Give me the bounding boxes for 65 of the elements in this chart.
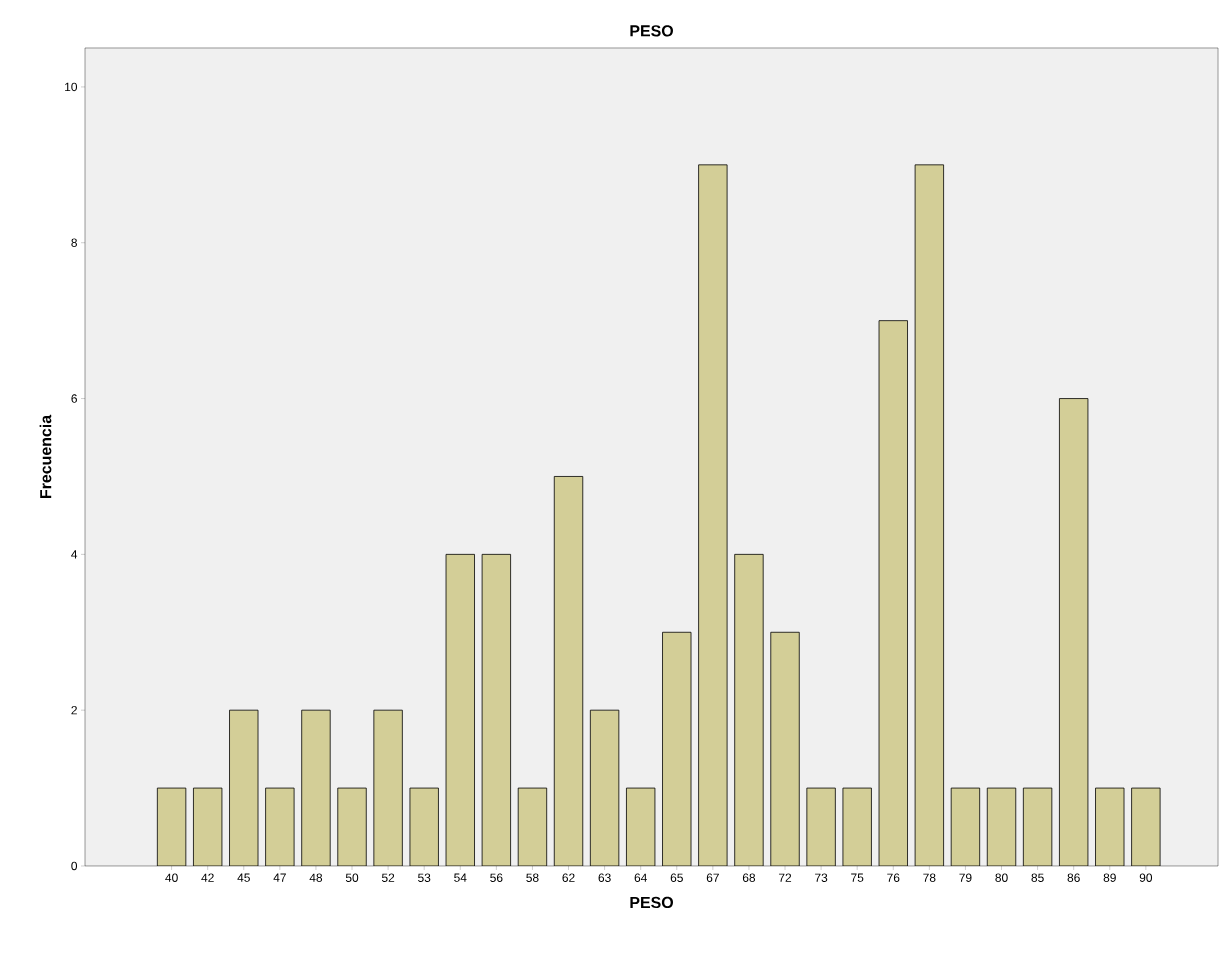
x-tick-label: 53: [418, 873, 431, 882]
bar: [626, 788, 655, 866]
bar: [409, 788, 439, 866]
x-tick-label: 67: [706, 873, 719, 882]
bar: [337, 788, 367, 866]
x-tick-label: 40: [165, 873, 178, 882]
x-tick-label: 52: [381, 873, 395, 882]
x-tick-label: 85: [1031, 873, 1044, 882]
x-tick-label: 72: [778, 873, 792, 882]
bar: [698, 164, 728, 866]
x-tick-label: 62: [562, 873, 575, 882]
bar: [879, 320, 908, 866]
y-axis-title: Frecuencia: [39, 414, 52, 498]
x-tick-label: 86: [1067, 873, 1080, 882]
bar: [590, 710, 619, 866]
x-tick-label: 45: [237, 873, 250, 882]
bar: [915, 164, 944, 866]
x-axis-title: PESO: [630, 896, 673, 909]
x-tick-label: 76: [887, 873, 900, 882]
x-tick-label: 68: [742, 873, 756, 882]
x-tick-label: 56: [490, 873, 503, 882]
bar: [373, 710, 403, 866]
y-tick-label: 2: [71, 706, 77, 715]
bar: [265, 788, 295, 866]
y-tick-label: 10: [65, 82, 78, 92]
x-tick-label: 50: [345, 873, 359, 882]
x-tick-label: 54: [454, 873, 467, 882]
bar: [1023, 788, 1052, 866]
y-tick-label: 6: [71, 394, 77, 403]
x-tick-label: 48: [309, 873, 323, 882]
y-tick-label: 0: [71, 861, 78, 871]
bar: [554, 476, 583, 866]
bar: [157, 788, 186, 866]
x-tick-label: 65: [670, 873, 683, 882]
bar: [1059, 398, 1088, 866]
bar: [806, 788, 836, 866]
x-tick-label: 63: [598, 873, 611, 882]
bar: [482, 554, 511, 866]
bar: [951, 788, 980, 866]
x-tick-label: 75: [851, 873, 864, 882]
y-tick-label: 8: [71, 238, 77, 247]
bar: [1095, 788, 1125, 866]
bar: [662, 632, 692, 866]
y-tick-label: 4: [71, 550, 78, 559]
x-tick-label: 73: [815, 873, 828, 882]
bar: [1131, 787, 1161, 866]
x-tick-label: 64: [634, 873, 647, 882]
bar: [301, 710, 331, 866]
bar: [518, 788, 547, 866]
x-tick-label: 47: [273, 873, 286, 882]
bar: [842, 788, 872, 866]
bar: [446, 554, 475, 866]
chart-title: PESO: [630, 25, 673, 37]
x-tick-label: 80: [995, 873, 1008, 882]
bar: [987, 788, 1016, 866]
bar: [229, 710, 259, 866]
bar: [770, 632, 800, 866]
x-tick-label: 78: [923, 873, 936, 882]
x-tick-label: 89: [1103, 873, 1116, 882]
x-tick-label: 42: [201, 873, 214, 882]
x-tick-label: 58: [526, 873, 539, 882]
x-tick-label: 90: [1139, 873, 1153, 882]
bar: [193, 788, 222, 866]
bar: [734, 554, 764, 866]
x-tick-label: 79: [959, 873, 972, 882]
